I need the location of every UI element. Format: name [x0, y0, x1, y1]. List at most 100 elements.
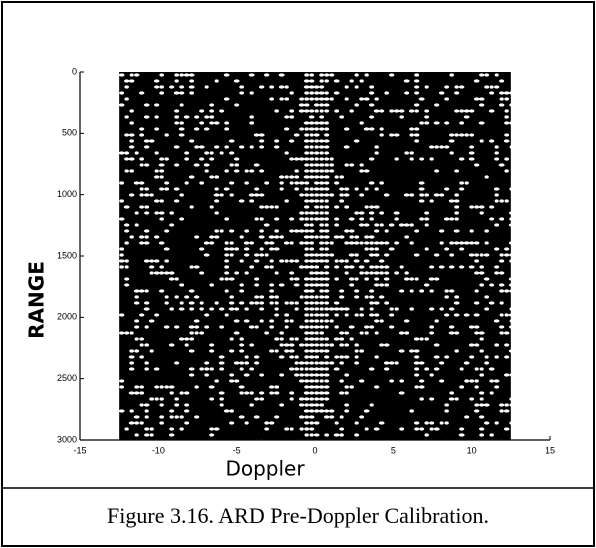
speckle: [503, 409, 510, 413]
speckle: [174, 73, 180, 77]
speckle: [308, 235, 315, 239]
speckle: [274, 109, 279, 113]
speckle: [253, 133, 260, 137]
speckle: [363, 409, 370, 413]
speckle: [183, 409, 190, 413]
speckle: [304, 127, 309, 131]
speckle: [259, 373, 265, 377]
speckle: [409, 193, 415, 197]
speckle: [118, 151, 125, 155]
speckle: [414, 367, 420, 371]
speckle: [188, 175, 195, 179]
speckle: [313, 259, 320, 263]
speckle: [184, 151, 190, 155]
speckle: [303, 235, 310, 239]
speckle: [118, 103, 125, 107]
speckle: [359, 307, 364, 311]
speckle: [228, 349, 235, 353]
speckle: [424, 223, 429, 227]
speckle: [409, 127, 415, 131]
x-tick-label: -10: [152, 445, 165, 455]
speckle: [349, 337, 354, 341]
speckle: [494, 199, 499, 203]
speckle: [229, 295, 234, 299]
speckle: [479, 373, 484, 377]
speckle: [309, 301, 315, 305]
speckle: [299, 295, 304, 299]
speckle: [199, 331, 205, 335]
speckle: [174, 277, 179, 281]
speckle: [254, 187, 260, 191]
speckle: [339, 289, 345, 293]
speckle: [294, 169, 299, 173]
speckle: [329, 169, 335, 173]
speckle: [293, 277, 300, 281]
speckle: [323, 415, 330, 419]
speckle: [134, 385, 140, 389]
speckle: [454, 133, 459, 137]
speckle: [323, 349, 330, 353]
speckle: [378, 421, 385, 425]
speckle: [308, 385, 315, 389]
speckle: [168, 271, 175, 275]
speckle: [494, 271, 500, 275]
speckle: [134, 337, 139, 341]
speckle: [339, 115, 344, 119]
speckle: [363, 259, 370, 263]
speckle: [409, 241, 414, 245]
speckle: [354, 349, 359, 353]
speckle: [129, 73, 134, 77]
speckle: [318, 361, 325, 365]
speckle: [249, 121, 255, 125]
speckle: [509, 253, 515, 257]
speckle: [174, 163, 180, 167]
speckle: [178, 91, 185, 95]
speckle: [249, 301, 255, 305]
speckle: [448, 289, 455, 293]
speckle: [224, 169, 229, 173]
speckle: [144, 325, 149, 329]
speckle: [344, 229, 350, 233]
speckle: [408, 109, 415, 113]
speckle: [139, 127, 145, 131]
speckle: [354, 433, 360, 437]
speckle: [444, 355, 450, 359]
speckle: [149, 427, 154, 431]
speckle: [509, 289, 515, 293]
speckle: [314, 265, 320, 269]
speckle: [318, 283, 325, 287]
speckle: [178, 127, 185, 131]
speckle: [149, 271, 154, 275]
speckle: [323, 187, 330, 191]
speckle: [184, 403, 190, 407]
speckle: [143, 193, 150, 197]
speckle: [154, 313, 160, 317]
speckle: [409, 289, 414, 293]
speckle: [209, 241, 215, 245]
speckle: [164, 157, 169, 161]
speckle: [149, 433, 154, 437]
speckle: [359, 331, 364, 335]
speckle: [159, 187, 165, 191]
speckle: [449, 241, 455, 245]
speckle: [359, 79, 364, 83]
speckle: [504, 133, 510, 137]
speckle: [128, 391, 135, 395]
speckle: [284, 325, 289, 329]
speckle: [484, 85, 490, 89]
speckle: [304, 187, 309, 191]
speckle: [369, 205, 375, 209]
speckle: [314, 397, 320, 401]
speckle: [479, 211, 484, 215]
speckle: [504, 97, 510, 101]
speckle: [433, 343, 440, 347]
speckle: [319, 247, 324, 251]
speckle: [138, 289, 145, 293]
speckle: [144, 409, 149, 413]
speckle: [369, 313, 375, 317]
speckle: [339, 343, 345, 347]
speckle-texture: [118, 73, 515, 443]
speckle: [129, 169, 134, 173]
speckle: [264, 241, 270, 245]
speckle: [323, 385, 330, 389]
